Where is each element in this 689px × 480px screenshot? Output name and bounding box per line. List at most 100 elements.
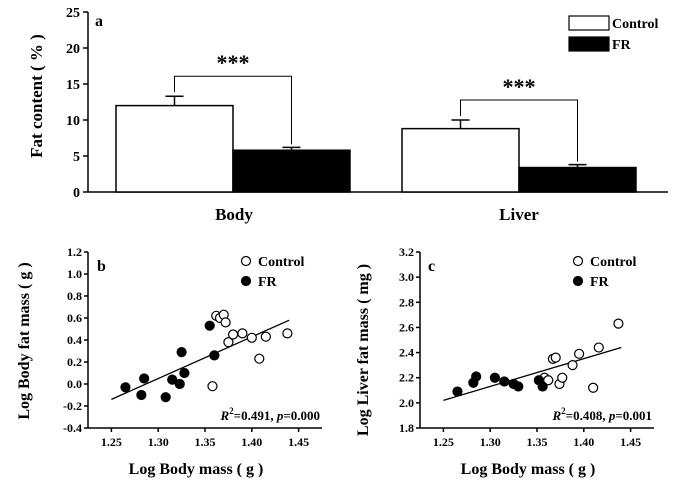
panel-b-point-control — [254, 353, 265, 364]
panel-a-bar — [115, 104, 234, 193]
panel-a-legend-label: Control — [612, 17, 659, 32]
panel-b-y-tick-label: 0.8 — [67, 289, 82, 303]
panel-a-legend-label: FR — [612, 38, 632, 53]
panel-a-bar — [518, 166, 637, 193]
panel-c-y-tick-label: 2.8 — [399, 295, 414, 309]
panel-a-significance-bracket — [174, 75, 292, 145]
panel-c-y-tick-label: 2.2 — [399, 371, 414, 385]
panel-b-ylabel: Log Body fat mass ( g ) — [16, 262, 33, 419]
panel-c-y-tick-label: 1.8 — [399, 421, 414, 435]
panel-b-scatter-chart: b Log Body mass ( g ) Log Body fat mass … — [16, 245, 322, 478]
panel-b-x-tick-label: 1.45 — [288, 435, 309, 449]
panel-c-y-tick-label: 2.6 — [399, 320, 414, 334]
panel-b-point-control — [220, 317, 231, 328]
panel-b-y-tick-label: 1.2 — [67, 245, 82, 259]
panel-b-x-tick-label: 1.25 — [101, 435, 122, 449]
panel-b-p-label: p — [276, 408, 284, 423]
panel-c-point-control — [613, 318, 624, 329]
panel-b-xlabel: Log Body mass ( g ) — [129, 461, 264, 478]
panel-b-r2-label: R — [219, 408, 229, 423]
panel-b-x-tick-label: 1.40 — [241, 435, 262, 449]
panel-b-point-fr — [136, 389, 147, 401]
panel-b-legend-label: Control — [258, 255, 305, 270]
panel-c-x-tick-label: 1.35 — [527, 435, 548, 449]
panel-c-x-tick-label: 1.40 — [573, 435, 594, 449]
panel-b-point-fr — [167, 374, 178, 385]
panel-a-y-tick-label: 5 — [73, 150, 80, 165]
panel-c-ylabel: Log Liver fat mass ( mg ) — [355, 264, 372, 436]
panel-c-point-control — [588, 382, 599, 393]
panel-c-y-tick-label: 2.4 — [399, 346, 414, 360]
panel-c-point-control — [567, 360, 578, 371]
panel-a-y-tick-label: 10 — [66, 114, 80, 129]
panel-a-category-label: Liver — [499, 205, 539, 224]
panel-a-y-tick-label: 25 — [66, 6, 80, 21]
panel-a-significance-label: *** — [217, 50, 250, 75]
panel-b-point-fr — [160, 392, 171, 403]
panel-c-legend-label: FR — [590, 275, 610, 290]
panel-b-y-tick-label: 1.0 — [67, 267, 82, 281]
panel-c-legend-marker — [572, 255, 584, 267]
panel-c-y-tick-label: 3.0 — [399, 270, 414, 284]
panel-c-r2-label: R — [551, 408, 561, 423]
panel-b-legend-marker — [240, 275, 252, 287]
panel-b-legend-label: FR — [258, 275, 278, 290]
panel-c-point-fr — [489, 372, 500, 383]
panel-a-y-tick-label: 15 — [66, 78, 80, 93]
panel-b-y-tick-label: 0.6 — [67, 311, 82, 325]
panel-c-label: c — [428, 258, 435, 275]
panel-a-significance-label: *** — [503, 74, 536, 99]
panel-c-point-control — [557, 372, 568, 383]
panel-c-point-fr — [471, 371, 482, 382]
panel-a-bar — [232, 149, 351, 193]
panel-b-point-fr — [139, 373, 150, 384]
panel-a-bar-chart: a Fat content ( % ) 0 5 10 15 20 25 Body *** Liv… — [27, 6, 668, 224]
panel-b-point-fr — [176, 347, 187, 358]
panel-c-point-control — [574, 348, 585, 359]
panel-c-fit-line — [443, 346, 622, 401]
panel-b-point-fr — [174, 378, 185, 390]
panel-b-y-tick-label: 0.2 — [67, 355, 82, 369]
panel-b-point-fr — [179, 367, 190, 379]
panel-b-point-control — [227, 329, 239, 340]
panel-b-fit-line — [111, 319, 290, 400]
panel-c-x-tick-label: 1.25 — [433, 435, 454, 449]
panel-c-stats-annotation: R2=0.408, p=0.001 — [551, 406, 652, 423]
panel-c-p-value: =0.001 — [615, 408, 652, 423]
panel-b-point-control — [207, 381, 218, 392]
panel-b-point-control — [260, 331, 271, 342]
panel-b-y-tick-label: 0.0 — [67, 377, 82, 391]
panel-c-point-fr — [452, 386, 463, 397]
panel-c-point-control — [593, 342, 604, 353]
panel-b-point-control — [223, 337, 234, 348]
panel-c-r2-superscript: 2 — [561, 406, 566, 416]
panel-b-x-tick-label: 1.30 — [148, 435, 169, 449]
panel-a-legend-swatch — [568, 15, 610, 31]
panel-c-r2-value: =0.408, — [566, 408, 609, 423]
panel-c-point-control — [550, 352, 561, 363]
panel-b-label: b — [97, 258, 106, 275]
panel-b-point-control — [282, 328, 293, 339]
panel-a-y-tick-label: 0 — [73, 186, 80, 201]
panel-b-x-tick-label: 1.35 — [195, 435, 216, 449]
panel-b-y-tick-label: -0.4 — [63, 421, 82, 435]
panel-c-point-fr — [499, 376, 510, 387]
panel-b-point-fr — [209, 350, 220, 361]
panel-b-legend-marker — [240, 255, 252, 267]
panel-c-p-label: p — [608, 408, 616, 423]
panel-a-bar — [401, 127, 520, 193]
panel-c-point-fr — [513, 381, 524, 392]
panel-c-y-tick-label: 3.2 — [399, 245, 414, 259]
panel-a-y-tick-label: 20 — [66, 42, 80, 57]
panel-b-point-control — [246, 332, 257, 343]
panel-c-x-tick-label: 1.45 — [620, 435, 641, 449]
panel-b-p-value: =0.000 — [283, 408, 320, 423]
panel-c-point-fr — [537, 381, 548, 392]
panel-a-label: a — [95, 13, 103, 30]
panel-c-legend-label: Control — [590, 255, 637, 270]
panel-c-y-tick-label: 2.0 — [399, 396, 414, 410]
panel-a-ylabel: Fat content ( % ) — [27, 34, 46, 158]
panel-b-stats-annotation: R2=0.491, p=0.000 — [219, 406, 320, 423]
panel-b-r2-superscript: 2 — [229, 406, 234, 416]
